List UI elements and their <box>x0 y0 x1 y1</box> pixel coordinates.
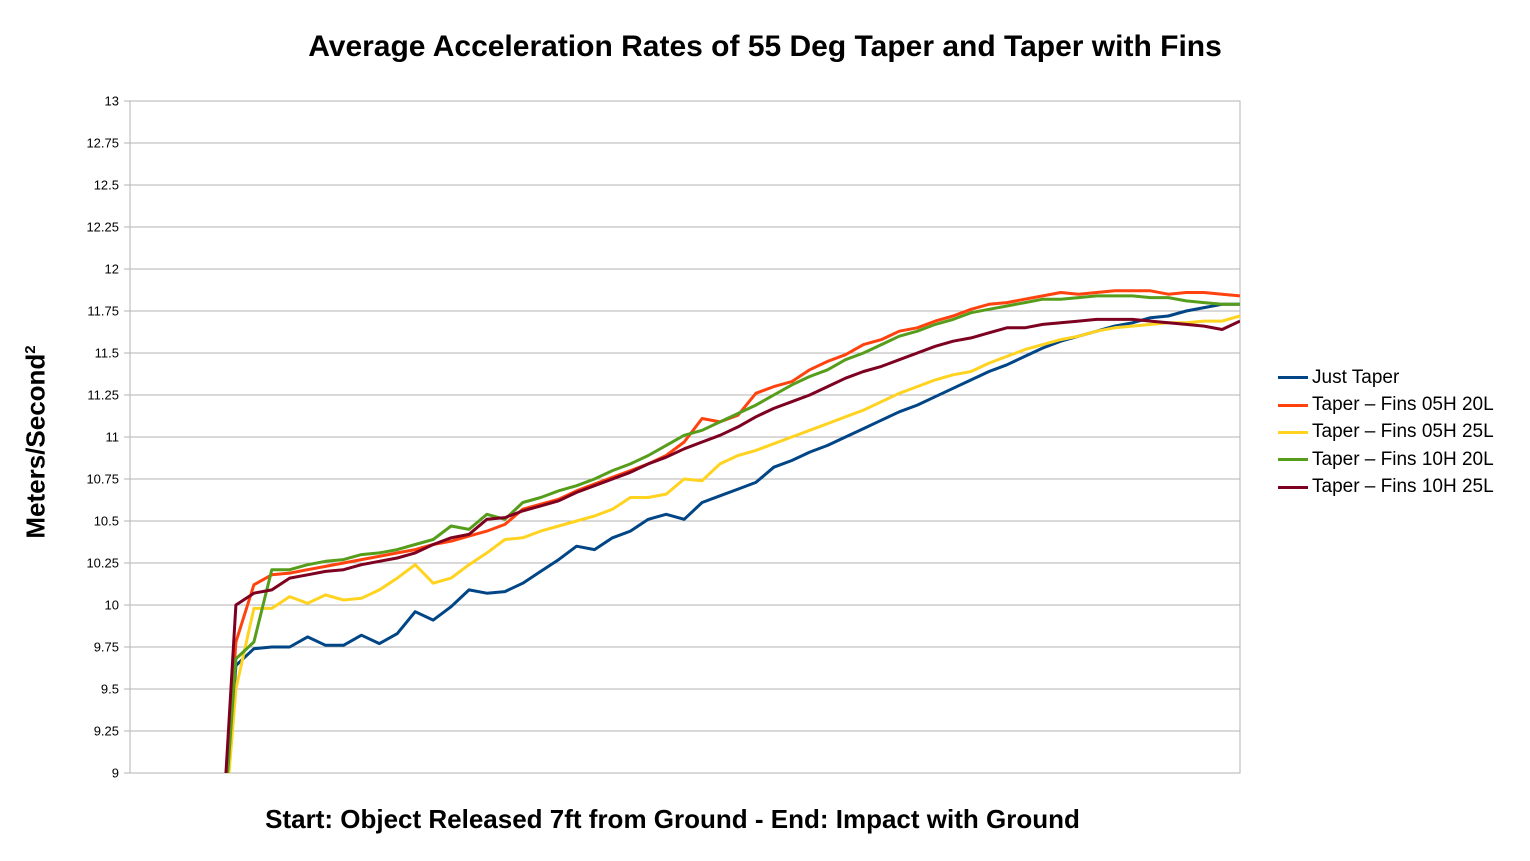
legend-label: Just Taper <box>1312 366 1400 388</box>
y-tick-label: 9.25 <box>94 724 119 739</box>
y-tick-label: 10 <box>105 598 119 613</box>
chart-title: Average Acceleration Rates of 55 Deg Tap… <box>308 30 1222 63</box>
series-line-2 <box>225 289 1240 773</box>
legend-swatch <box>1278 458 1308 462</box>
y-tick-label: 11.5 <box>95 346 119 361</box>
legend-label: Taper – Fins 05H 25L <box>1312 421 1494 443</box>
y-tick-label: 12.25 <box>86 220 119 235</box>
series-line-3 <box>227 314 1240 773</box>
y-tick-label: 11 <box>106 430 120 445</box>
legend-label: Taper – Fins 05H 20L <box>1312 394 1494 416</box>
series-line-5 <box>224 317 1240 773</box>
y-tick-label: 9.5 <box>101 682 119 697</box>
y-tick-label: 9.75 <box>94 640 119 655</box>
y-tick-label: 11.75 <box>87 304 119 319</box>
series-line-4 <box>226 294 1240 773</box>
y-tick-label: 9 <box>112 766 119 781</box>
y-tick-label: 11.25 <box>87 388 119 403</box>
y-tick-label: 13 <box>105 94 119 109</box>
legend-swatch <box>1278 403 1308 407</box>
legend-label: Taper – Fins 10H 25L <box>1312 476 1494 498</box>
legend-swatch <box>1278 376 1308 380</box>
gridlines <box>130 100 1240 774</box>
series-line-1 <box>226 302 1240 773</box>
legend-swatch <box>1278 430 1308 434</box>
y-tick-label: 10.25 <box>86 556 119 571</box>
y-tick-label: 10.75 <box>86 472 119 487</box>
y-axis-title-superscript: 2 <box>21 345 39 354</box>
y-tick-label: 10.5 <box>94 514 119 529</box>
legend-swatch <box>1278 485 1308 489</box>
plot-border <box>129 100 1241 774</box>
y-axis-title-text: Meters/Second <box>20 353 51 539</box>
y-tick-label: 12.5 <box>94 178 119 193</box>
legend-item: Taper – Fins 10H 25L <box>1278 474 1494 501</box>
legend: Just Taper Taper – Fins 05H 20L Taper – Fi… <box>1278 364 1494 501</box>
y-axis-title: Meters/Second2 <box>21 345 52 538</box>
legend-item: Taper – Fins 05H 20L <box>1278 391 1494 418</box>
series-lines <box>224 289 1240 773</box>
y-tick-label: 12 <box>105 262 119 277</box>
legend-item: Taper – Fins 10H 20L <box>1278 446 1494 473</box>
y-tick-label: 12.75 <box>86 136 119 151</box>
legend-label: Taper – Fins 10H 20L <box>1312 448 1494 470</box>
y-axis-ticks: 9 9.25 9.5 9.75 10 10.25 10.5 10.75 11 11.25 11.5 1… <box>86 94 130 781</box>
legend-item: Taper – Fins 05H 25L <box>1278 419 1494 446</box>
legend-item: Just Taper <box>1278 364 1494 391</box>
x-axis-title: Start: Object Released 7ft from Ground -… <box>265 804 1080 834</box>
